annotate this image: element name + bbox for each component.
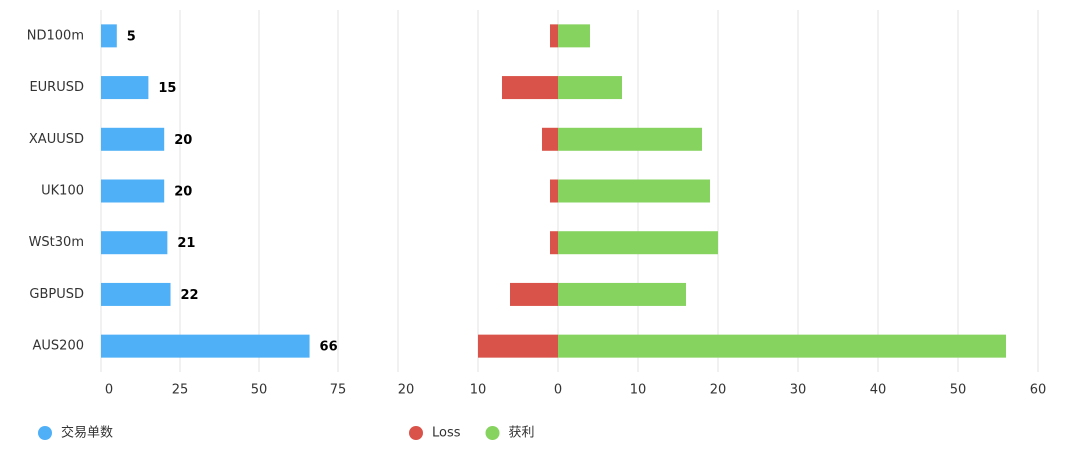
data-label: 66 (320, 340, 338, 355)
x-tick-label: 75 (330, 383, 347, 398)
bar (101, 282, 171, 306)
bar (101, 24, 117, 48)
x-tick-label: 25 (172, 383, 189, 398)
bar (101, 334, 310, 358)
bar (558, 76, 622, 100)
x-tick-label: 50 (950, 383, 967, 398)
bar (558, 179, 710, 203)
y-tick-label: AUS200 (33, 339, 84, 354)
legend-label[interactable]: 交易单数 (61, 425, 113, 441)
y-tick-label: EURUSD (29, 80, 84, 95)
x-tick-label: 0 (554, 383, 562, 398)
data-label: 20 (174, 133, 192, 148)
bar (558, 334, 1006, 358)
bar (550, 179, 558, 203)
legend-label[interactable]: Loss (432, 426, 461, 441)
bar (542, 127, 558, 151)
x-tick-label: 20 (710, 383, 727, 398)
bar (558, 231, 718, 255)
x-tick-label: 20 (398, 383, 415, 398)
bar (550, 231, 558, 255)
bar (101, 179, 165, 203)
legend-marker[interactable] (485, 426, 500, 440)
x-tick-label: 10 (630, 383, 647, 398)
bar (101, 127, 165, 151)
bar (101, 231, 168, 255)
data-label: 20 (174, 185, 192, 200)
y-tick-label: XAUUSD (29, 132, 84, 147)
x-tick-label: 10 (470, 383, 487, 398)
y-tick-label: UK100 (41, 184, 84, 199)
x-tick-label: 40 (870, 383, 887, 398)
data-label: 22 (181, 288, 199, 303)
x-tick-label: 30 (790, 383, 807, 398)
bar (502, 76, 558, 100)
data-label: 15 (158, 81, 176, 96)
data-label: 21 (177, 236, 195, 251)
bar (478, 334, 558, 358)
legend-label[interactable]: 获利 (509, 426, 535, 441)
bar (558, 282, 686, 306)
legend-marker[interactable] (409, 426, 423, 440)
x-tick-label: 50 (251, 383, 268, 398)
y-tick-label: GBPUSD (29, 287, 84, 302)
bar (558, 24, 590, 48)
y-tick-label: ND100m (27, 28, 84, 43)
y-tick-label: WSt30m (29, 235, 84, 250)
x-tick-label: 0 (105, 383, 113, 398)
x-tick-label: 60 (1030, 383, 1047, 398)
bar (550, 24, 558, 48)
bar (510, 282, 558, 306)
legend-marker[interactable] (38, 426, 52, 440)
bar (558, 127, 702, 151)
bar (101, 76, 149, 100)
data-label: 5 (127, 29, 136, 44)
